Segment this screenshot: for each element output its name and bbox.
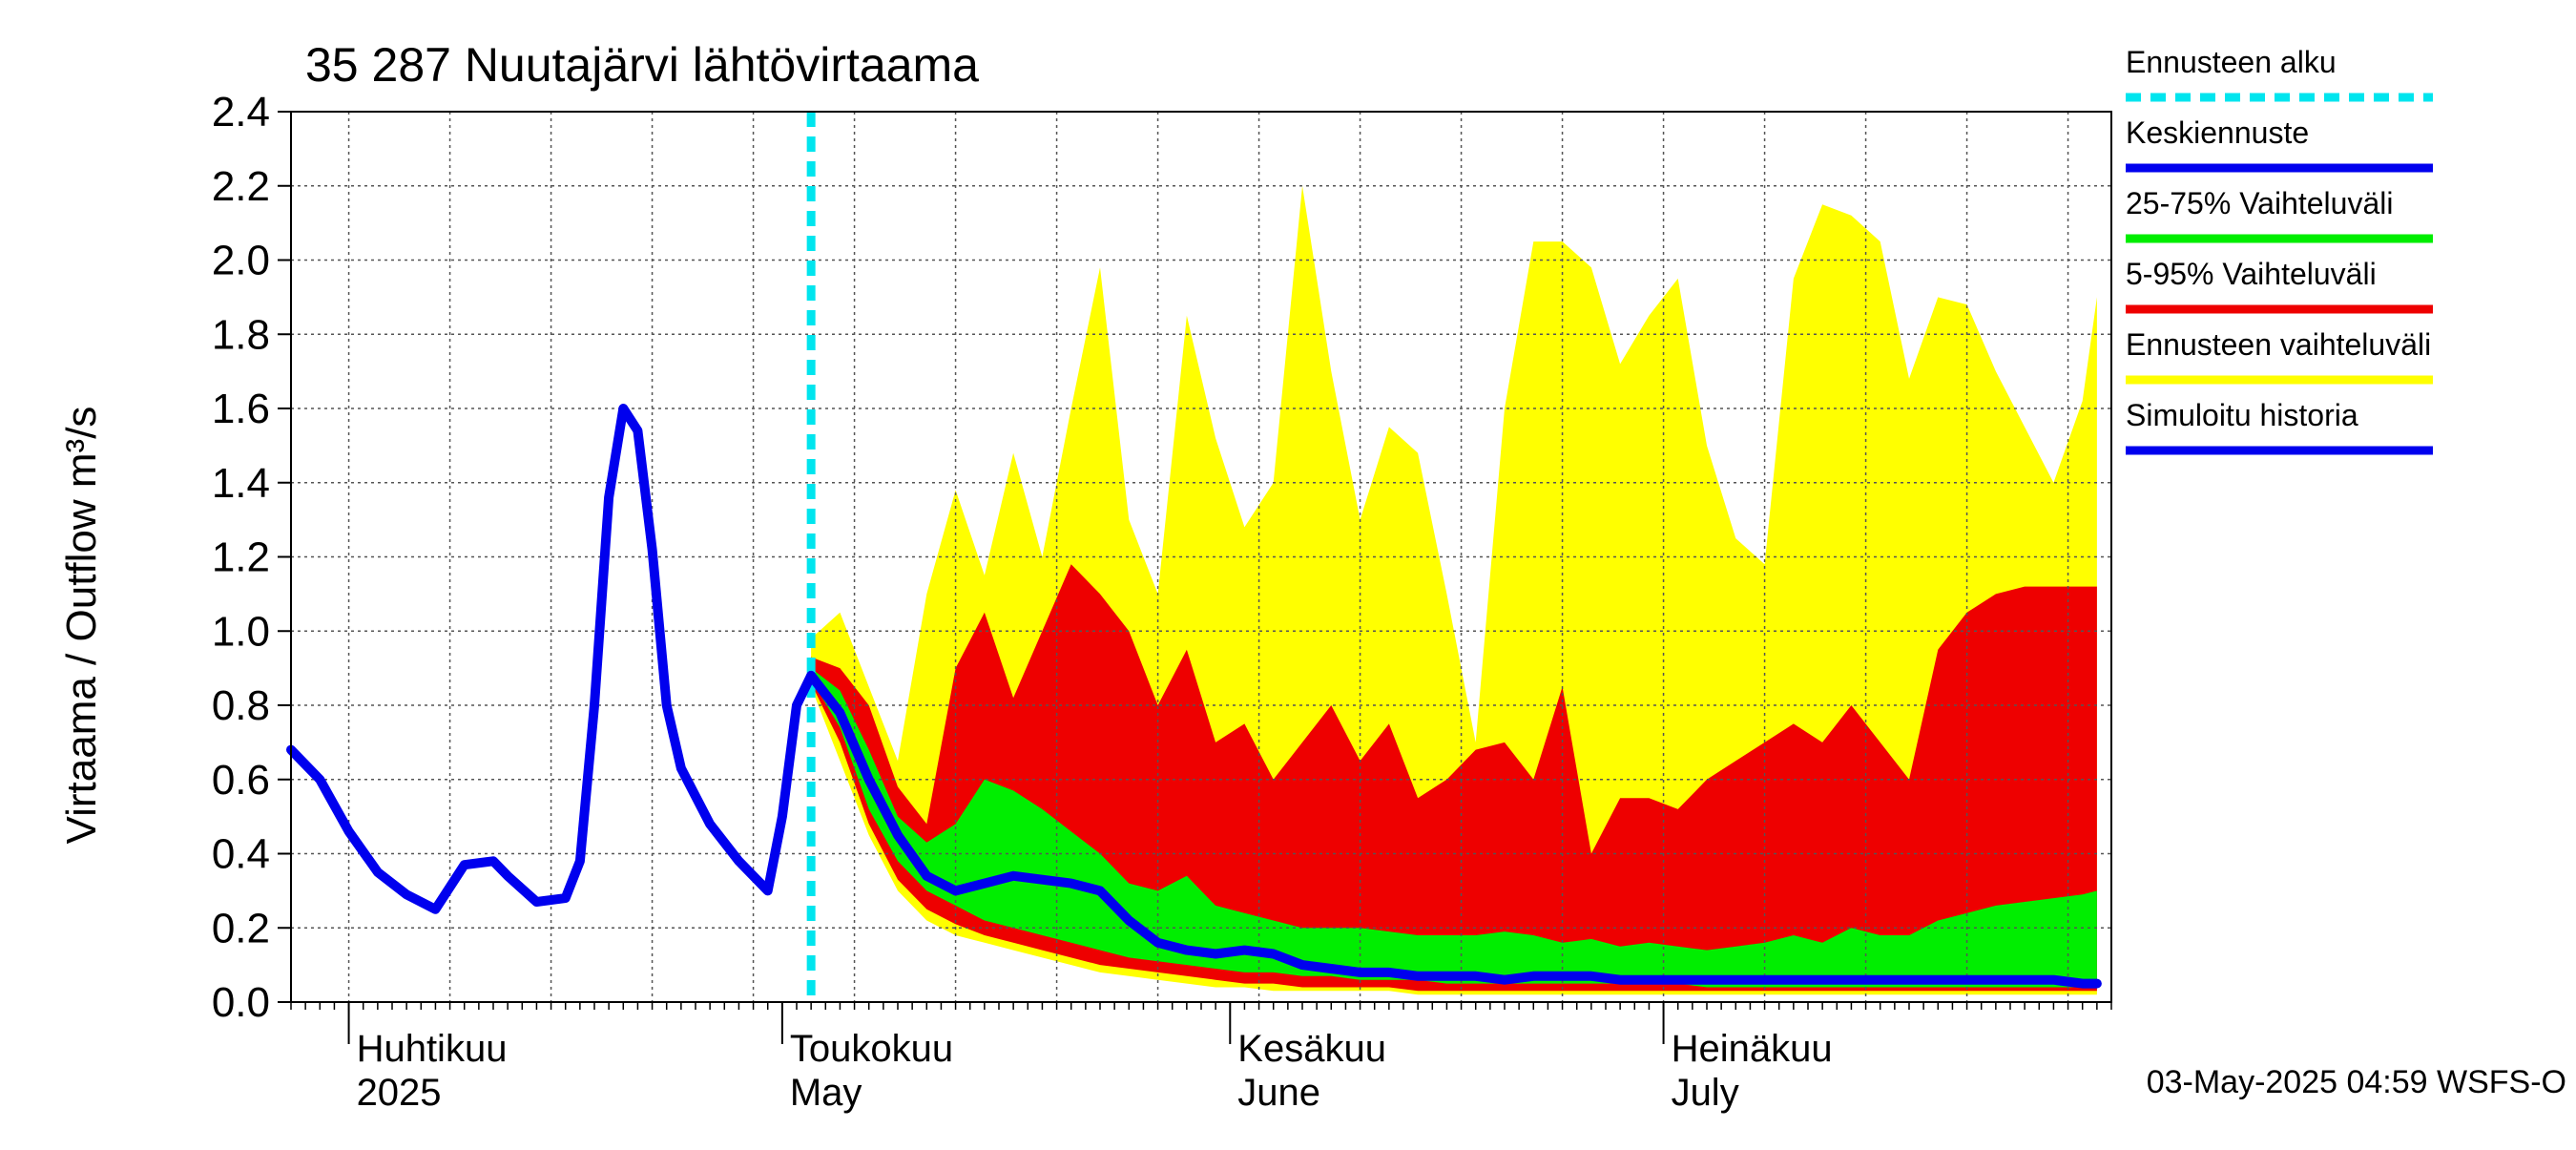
x-month-label: Kesäkuu <box>1237 1028 1386 1070</box>
timestamp-footer: 03-May-2025 04:59 WSFS-O <box>2147 1064 2566 1100</box>
y-tick-label: 0.0 <box>212 979 270 1026</box>
legend-label: Simuloitu historia <box>2126 398 2358 432</box>
simulated-history-line <box>286 404 817 914</box>
y-tick-label: 1.8 <box>212 311 270 358</box>
y-tick-label: 1.0 <box>212 608 270 655</box>
y-tick-label: 0.6 <box>212 757 270 804</box>
y-tick-label: 2.4 <box>212 89 270 136</box>
x-month-label: Heinäkuu <box>1672 1028 1833 1070</box>
y-tick-label: 2.2 <box>212 163 270 210</box>
y-tick-label: 1.6 <box>212 386 270 432</box>
plot-area: 0.0 0.2 0.4 0.6 0.8 1.0 1.2 1.4 1.6 1.8 2.0 2.2 2.4 H… <box>212 89 2112 1114</box>
median-forecast-line <box>806 670 2102 989</box>
y-tick-label: 1.2 <box>212 534 270 581</box>
legend: Ennusteen alku Keskiennuste 25-75% Vaihtel… <box>2126 45 2433 455</box>
y-axis-label: Virtaama / Outflow m³/s <box>58 407 105 845</box>
x-month-label: Toukokuu <box>790 1028 953 1070</box>
y-tick-label: 2.0 <box>212 238 270 284</box>
y-tick-label: 0.8 <box>212 682 270 729</box>
x-month-sublabel: May <box>790 1072 862 1114</box>
p25-75-band <box>811 668 2097 988</box>
y-tick-label: 1.4 <box>212 460 270 507</box>
y-tick-label: 0.2 <box>212 905 270 951</box>
x-month-label: Huhtikuu <box>357 1028 508 1070</box>
x-month-sublabel: 2025 <box>357 1072 442 1114</box>
legend-label: Ennusteen alku <box>2126 45 2337 79</box>
x-month-sublabel: July <box>1672 1072 1739 1114</box>
legend-label: Ennusteen vaihteluväli <box>2126 327 2431 362</box>
chart-title: 35 287 Nuutajärvi lähtövirtaama <box>305 38 979 92</box>
p5-95-band <box>811 564 2097 992</box>
y-tick-label: 0.4 <box>212 831 270 878</box>
legend-label: Keskiennuste <box>2126 115 2309 150</box>
legend-label: 5-95% Vaihteluväli <box>2126 257 2377 291</box>
legend-label: 25-75% Vaihteluväli <box>2126 186 2393 220</box>
x-month-sublabel: June <box>1237 1072 1320 1114</box>
